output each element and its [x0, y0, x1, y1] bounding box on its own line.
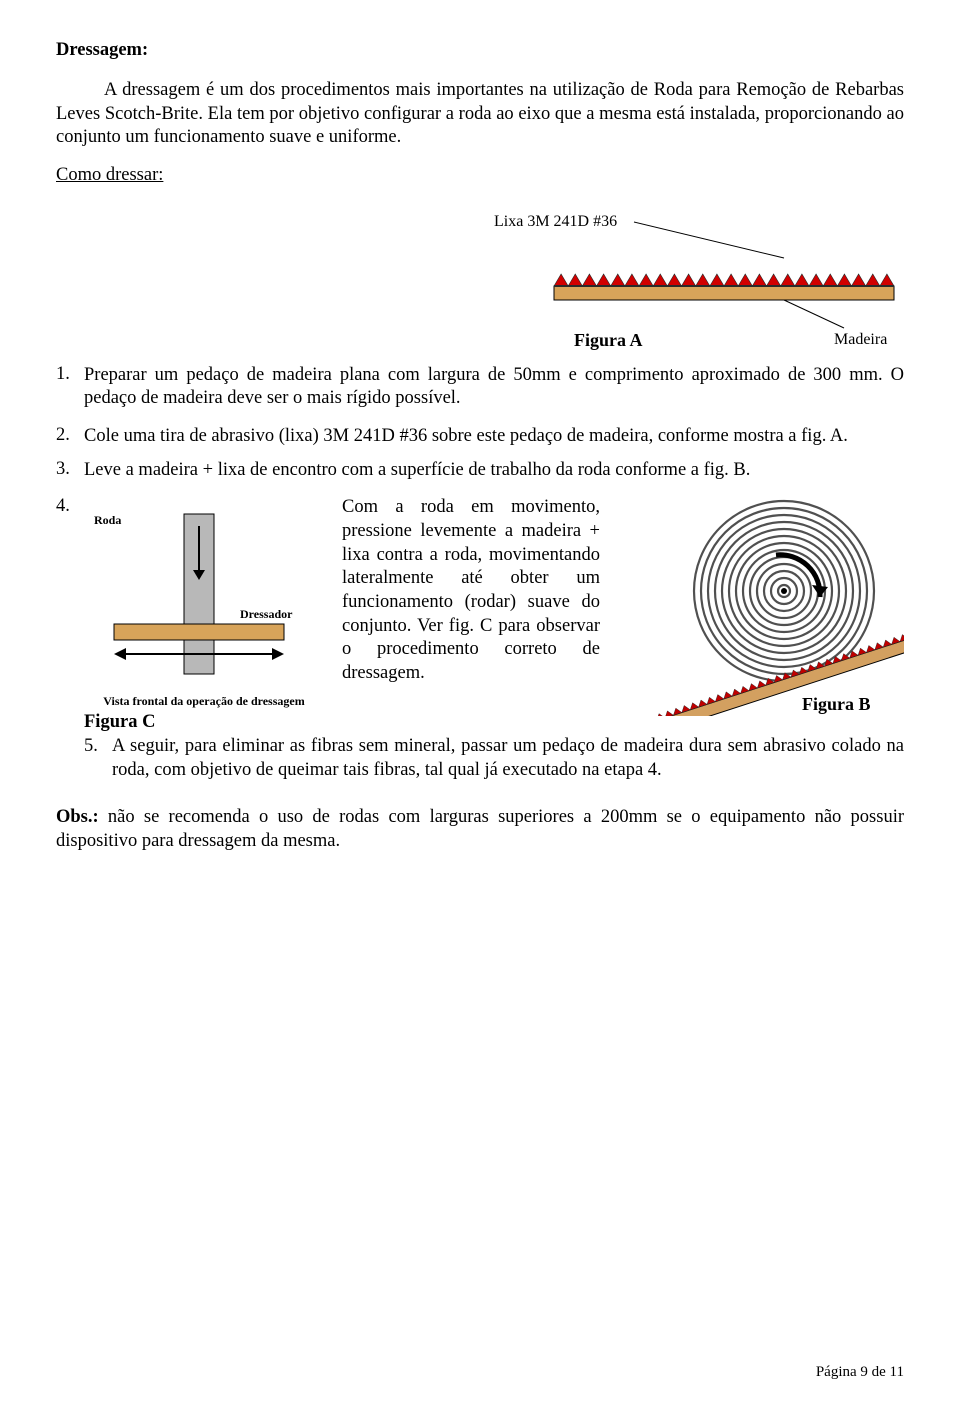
step-5-body: A seguir, para eliminar as fibras sem mi… — [112, 736, 904, 780]
step-5-text: A seguir, para eliminar as fibras sem mi… — [112, 735, 904, 782]
svg-text:Madeira: Madeira — [834, 331, 887, 348]
step-number: 5. — [84, 735, 112, 782]
svg-text:Lixa 3M 241D #36: Lixa 3M 241D #36 — [494, 213, 617, 230]
step-number: 1. — [56, 364, 84, 411]
figura-c-container: Roda Dressador Vista frontal da operação … — [84, 504, 324, 735]
step-number: 2. — [56, 425, 84, 449]
figura-c-diagram: Roda Dressador — [84, 504, 324, 684]
figura-a-container: Lixa 3M 241D #36 Madeira Figura A — [484, 208, 904, 364]
page-footer: Página 9 de 11 — [816, 1364, 904, 1381]
svg-text:Figura A: Figura A — [574, 330, 643, 350]
paragraph-obs: Obs.: não se recomenda o uso de rodas co… — [56, 806, 904, 853]
heading-dressagem: Dressagem: — [56, 40, 904, 61]
svg-text:Dressador: Dressador — [240, 607, 293, 621]
figura-a-diagram: Lixa 3M 241D #36 Madeira Figura A — [484, 208, 904, 358]
obs-label: Obs.: — [56, 807, 99, 827]
figura-c-subcaption: Vista frontal da operação de dressagem — [84, 694, 324, 709]
list-item: 4. Figura B Roda Dressador Vista frontal … — [56, 496, 904, 782]
step-1-text: Preparar um pedaço de madeira plana com … — [84, 364, 904, 411]
figura-b-diagram: Figura B — [614, 496, 904, 716]
como-dressar-heading: Como dressar: — [56, 164, 904, 188]
list-item: 2. Cole uma tira de abrasivo (lixa) 3M 2… — [56, 425, 904, 449]
svg-text:Figura B: Figura B — [802, 694, 871, 714]
step-number: 3. — [56, 459, 84, 483]
obs-text: não se recomenda o uso de rodas com larg… — [56, 807, 904, 851]
step-number: 4. — [56, 496, 84, 782]
step-2-text: Cole uma tira de abrasivo (lixa) 3M 241D… — [84, 425, 904, 449]
step-3-text: Leve a madeira + lixa de encontro com a … — [84, 459, 904, 483]
figura-c-caption: Figura C — [84, 711, 324, 735]
list-item: 3. Leve a madeira + lixa de encontro com… — [56, 459, 904, 483]
svg-text:Roda: Roda — [94, 513, 121, 527]
paragraph-intro: A dressagem é um dos procedimentos mais … — [56, 79, 904, 150]
list-item: 1. Preparar um pedaço de madeira plana c… — [56, 364, 904, 411]
figura-b-container: Figura B — [614, 496, 904, 724]
